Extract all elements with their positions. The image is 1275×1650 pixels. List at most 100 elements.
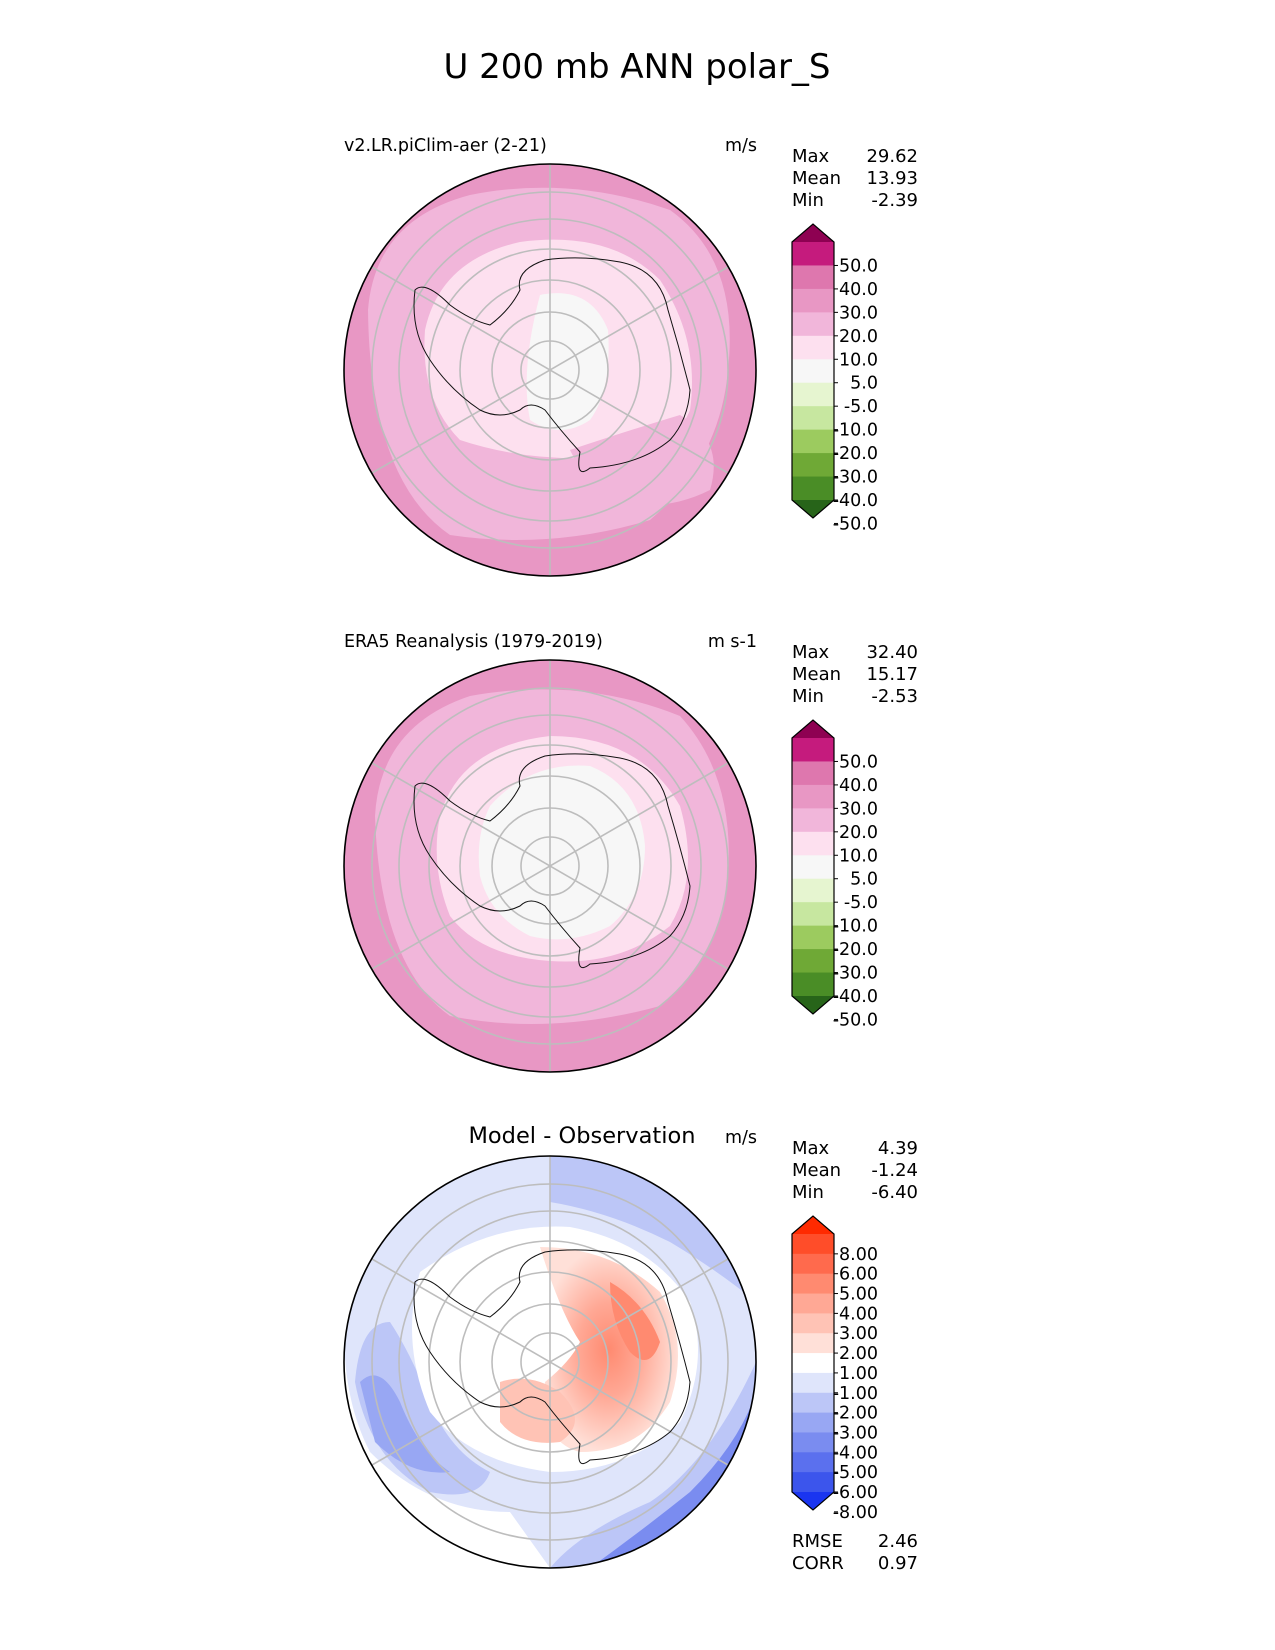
field-band xyxy=(610,1282,660,1360)
colorbar-tick-label: 10.0 xyxy=(839,846,878,866)
colorbar-extend-min xyxy=(792,1492,834,1510)
colorbar-segment xyxy=(792,359,834,384)
graticule xyxy=(371,1156,729,1568)
colorbar-tick-label: -4.00 xyxy=(833,1443,878,1463)
stat-value: 4.39 xyxy=(878,1138,918,1159)
stat-label: Mean xyxy=(792,168,841,189)
colorbar-segment xyxy=(792,1273,834,1295)
polar-map xyxy=(343,163,757,577)
colorbar-segment xyxy=(792,831,834,856)
colorbar-segment xyxy=(792,1432,834,1453)
colorbar-segment xyxy=(792,1253,834,1275)
colorbar-extend-max xyxy=(792,1216,834,1234)
figure-title: U 200 mb ANN polar_S xyxy=(443,47,830,87)
colorbar-segment xyxy=(792,406,834,431)
stat-label: Max xyxy=(792,1138,830,1159)
panel-units: m/s xyxy=(725,1128,757,1148)
stat-value: 15.17 xyxy=(866,664,918,685)
field-band xyxy=(570,415,714,505)
colorbar: 50.0 40.0 30.0 20.0 10.0 5.0 -5.0 -10.0 -20.0 -30… xyxy=(791,719,878,1030)
colorbar-tick-label: -5.0 xyxy=(844,397,878,417)
graticule xyxy=(371,660,729,1072)
colorbar-tick-label: -3.00 xyxy=(833,1423,878,1443)
panel-title: Model - Observation xyxy=(469,1123,696,1149)
panel-title: v2.LR.piClim-aer (2-21) xyxy=(344,136,547,156)
colorbar-segment xyxy=(792,1353,834,1374)
colorbar-extend-max xyxy=(792,720,834,738)
colorbar-segment xyxy=(792,878,834,903)
colorbar-tick-label: 6.00 xyxy=(839,1265,878,1285)
colorbar-tick-label: 20.0 xyxy=(839,823,878,843)
stat-value: -1.24 xyxy=(871,1160,918,1181)
coastline xyxy=(413,753,691,968)
stat-label: Mean xyxy=(792,1160,841,1181)
colorbar-segment xyxy=(792,949,834,974)
colorbar-segment xyxy=(792,1452,834,1473)
colorbar-tick-label: 8.00 xyxy=(839,1245,878,1265)
colorbar-segment xyxy=(792,453,834,478)
stat-value: 13.93 xyxy=(866,168,918,189)
colorbar-tick-label: -6.00 xyxy=(833,1483,878,1503)
colorbar-segment xyxy=(792,1333,834,1354)
colorbar-segment xyxy=(792,312,834,337)
colorbar-segment xyxy=(792,1392,834,1414)
stats-block: Max 29.62 Mean 13.93 Min -2.39 xyxy=(792,146,918,211)
colorbar-segment xyxy=(792,1234,834,1255)
colorbar-tick-label: 40.0 xyxy=(839,776,878,796)
colorbar-tick-label: -50.0 xyxy=(833,514,878,534)
colorbar-segment xyxy=(792,335,834,360)
panel-title: ERA5 Reanalysis (1979-2019) xyxy=(344,632,603,652)
field-band xyxy=(500,1378,575,1443)
colorbar-tick-label: -30.0 xyxy=(833,468,878,488)
colorbar-tick-label: 3.00 xyxy=(839,1324,878,1344)
stat-value: 32.40 xyxy=(866,642,918,663)
colorbar-tick-label: -10.0 xyxy=(833,421,878,441)
colorbar-tick-label: -40.0 xyxy=(833,987,878,1007)
stat-value: 29.62 xyxy=(866,146,918,167)
map-boundary xyxy=(343,163,757,577)
map-boundary xyxy=(343,659,757,1073)
metric-value: 0.97 xyxy=(878,1553,918,1574)
colorbar-tick-label: 5.0 xyxy=(850,374,878,394)
stat-value: -2.39 xyxy=(871,190,918,211)
colorbar-tick-label: -5.0 xyxy=(844,893,878,913)
stats-block: Max 4.39 Mean -1.24 Min -6.40 xyxy=(792,1138,918,1203)
colorbar-segment xyxy=(792,761,834,786)
colorbar-segment xyxy=(792,1472,834,1493)
polar-map xyxy=(343,659,757,1073)
field-band xyxy=(526,293,609,430)
panel-units: m s-1 xyxy=(708,632,757,652)
colorbar-segment xyxy=(792,808,834,833)
map-boundary xyxy=(343,1155,757,1569)
colorbar-tick-label: 10.0 xyxy=(839,350,878,370)
colorbar: 50.0 40.0 30.0 20.0 10.0 5.0 -5.0 -10.0 -20.0 -30… xyxy=(791,223,878,534)
colorbar-segment xyxy=(792,925,834,950)
colorbar-segment xyxy=(792,902,834,927)
colorbar-tick-label: 4.00 xyxy=(839,1304,878,1324)
colorbar-tick-label: 1.00 xyxy=(839,1364,878,1384)
colorbar-extend-min xyxy=(792,996,834,1014)
colorbar-extend-min xyxy=(792,500,834,518)
panel-model: v2.LR.piClim-aer (2-21) m/s Max xyxy=(343,136,918,577)
colorbar-tick-label: -30.0 xyxy=(833,964,878,984)
colorbar-tick-label: -8.00 xyxy=(833,1503,878,1523)
colorbar-segment xyxy=(792,1313,834,1334)
metric-value: 2.46 xyxy=(878,1531,918,1552)
colorbar-tick-label: -20.0 xyxy=(833,940,878,960)
metric-label: CORR xyxy=(792,1553,844,1574)
colorbar-tick-label: 20.0 xyxy=(839,327,878,347)
colorbar-segment xyxy=(792,972,834,997)
stat-label: Max xyxy=(792,146,830,167)
coastline xyxy=(413,257,691,472)
colorbar: 8.006.005.004.003.002.001.00-1.00-2.00-3… xyxy=(791,1215,878,1523)
field-band xyxy=(550,1156,756,1302)
colorbar-tick-label: 50.0 xyxy=(839,752,878,772)
stats-block: Max 32.40 Mean 15.17 Min -2.53 xyxy=(792,642,918,707)
coastline xyxy=(413,1249,691,1464)
colorbar-tick-label: 30.0 xyxy=(839,303,878,323)
stat-label: Min xyxy=(792,190,824,211)
field-band xyxy=(360,1375,450,1473)
colorbar-tick-label: -20.0 xyxy=(833,444,878,464)
colorbar-tick-label: -50.0 xyxy=(833,1010,878,1030)
metric-label: RMSE xyxy=(792,1531,843,1552)
